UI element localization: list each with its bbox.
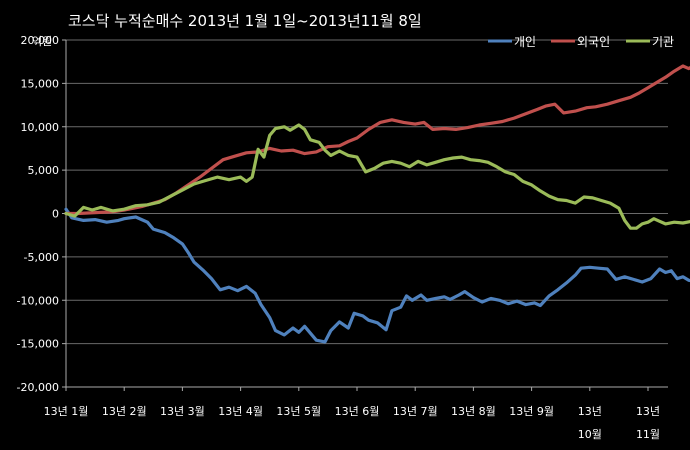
y-tick-label: -5,000 <box>24 251 59 264</box>
x-tick-label: 13년 6월 <box>335 405 380 418</box>
x-tick-label: 13년 8월 <box>451 405 496 418</box>
x-tick-label: 13년 3월 <box>160 405 205 418</box>
series-lines <box>64 64 690 344</box>
series-line-개인 <box>64 207 690 344</box>
y-tick-label: -20,000 <box>17 381 59 394</box>
x-tick-label: 13년 5월 <box>276 405 321 418</box>
series-line-기관 <box>64 123 690 230</box>
x-tick-label-line2: 11월 <box>636 428 660 441</box>
y-tick-label: -15,000 <box>17 338 59 351</box>
x-tick-label: 13년 <box>636 405 660 418</box>
gridlines <box>65 39 668 388</box>
y-tick-label: 0 <box>52 208 59 221</box>
y-axis-ticks: 20,000 15,000 10,000 5,000 0 -5,000 -10,000 -15… <box>17 34 66 394</box>
x-tick-label-line2: 10월 <box>578 428 602 441</box>
y-tick-label: 10,000 <box>21 121 60 134</box>
x-tick-label: 13년 <box>578 405 602 418</box>
series-line-외국인 <box>64 64 690 216</box>
y-tick-label: 5,000 <box>28 164 60 177</box>
y-tick-label: 15,000 <box>21 77 60 90</box>
y-tick-label: 20,000 <box>21 34 60 47</box>
x-tick-label: 13년 9월 <box>509 405 554 418</box>
y-tick-label: -10,000 <box>17 294 59 307</box>
chart-title: 코스닥 누적순매수 2013년 1월 1일~2013년11월 8일 <box>68 12 422 30</box>
x-tick-label: 13년 1월 <box>44 405 89 418</box>
x-tick-label: 13년 7월 <box>393 405 438 418</box>
legend: 개인 외국인 기관 <box>488 35 674 49</box>
legend-label: 기관 <box>652 35 674 49</box>
x-tick-label: 13년 4월 <box>218 405 263 418</box>
legend-label: 외국인 <box>577 35 610 49</box>
x-tick-label: 13년 2월 <box>102 405 147 418</box>
x-axis-ticks: 13년 1월 13년 2월 13년 3월 13년 4월 13년 5월 13년 6월 13년 … <box>44 387 660 441</box>
y-axis-unit: 억원 <box>32 35 52 48</box>
legend-label: 개인 <box>514 35 536 49</box>
